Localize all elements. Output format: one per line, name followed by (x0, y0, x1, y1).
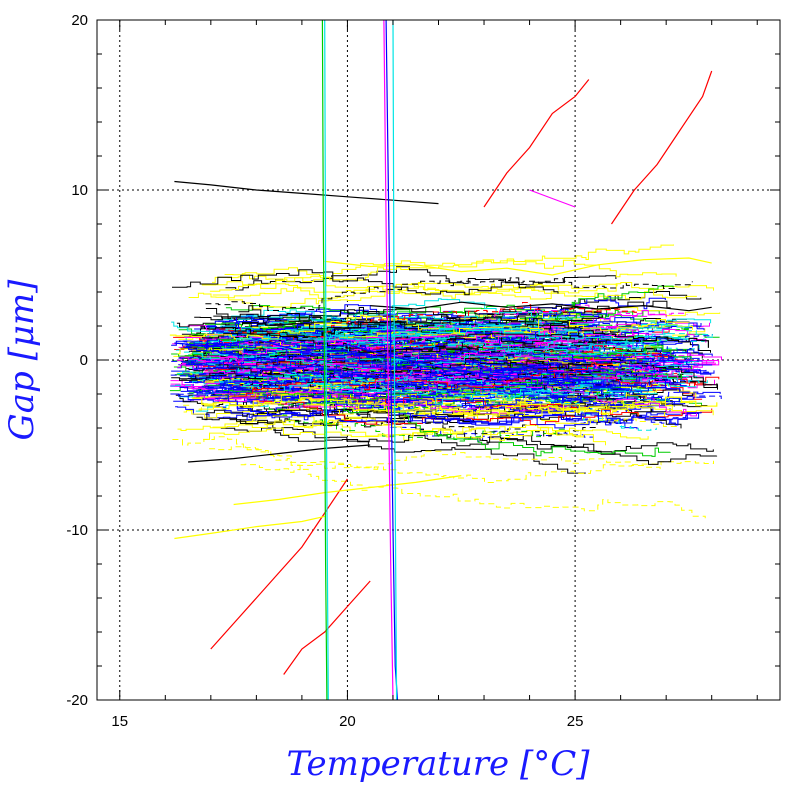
series-line (174, 180, 439, 205)
series-line (206, 330, 634, 362)
series-line (174, 515, 325, 540)
series-line (170, 391, 597, 409)
series-line (207, 327, 709, 353)
series-line (209, 283, 714, 300)
series-line (283, 580, 371, 675)
series-layer (169, 20, 722, 700)
series-line (220, 427, 586, 474)
series-line (385, 20, 399, 700)
tick-labels: 15 20 25 -20 -10 0 10 20 (66, 12, 583, 730)
series-line (185, 362, 631, 394)
series-line (321, 20, 328, 700)
series-line (225, 266, 617, 291)
y-tick-label: 10 (71, 182, 88, 199)
axis-ticks (97, 19, 780, 701)
series-line (175, 364, 559, 395)
series-line (324, 20, 329, 700)
series-line (191, 396, 718, 417)
series-line (172, 436, 714, 470)
series-line (205, 381, 722, 403)
series-line (392, 20, 398, 700)
series-line (219, 329, 609, 357)
series-line (193, 339, 652, 359)
x-axis-title: Temperature [°C] (286, 744, 590, 784)
series-line (169, 315, 691, 340)
series-line (209, 446, 706, 519)
series-line (188, 282, 618, 299)
series-line (215, 392, 627, 409)
series-line (188, 444, 371, 463)
series-line (230, 362, 613, 397)
series-line (233, 475, 462, 506)
series-line (210, 395, 702, 426)
series-line (240, 392, 677, 429)
series-line (212, 258, 677, 283)
y-tick-label: 0 (80, 352, 88, 369)
series-line (229, 419, 714, 455)
series-line (240, 340, 713, 370)
series-line (228, 366, 658, 405)
series-line (239, 406, 628, 437)
series-line (240, 461, 661, 483)
series-line (611, 70, 713, 225)
series-line (529, 189, 576, 208)
series-line (212, 282, 697, 310)
series-line (221, 339, 577, 364)
series-line (209, 302, 638, 343)
series-line (224, 244, 674, 282)
series-line (172, 269, 559, 296)
x-tick-label: 25 (567, 713, 584, 730)
series-line (370, 301, 712, 312)
y-axis-title: Gap [μm] (2, 279, 42, 441)
series-line (223, 370, 633, 401)
series-line (210, 478, 348, 650)
series-line (232, 331, 707, 383)
y-tick-label: -20 (66, 692, 88, 709)
x-tick-label: 15 (111, 713, 128, 730)
series-line (213, 354, 709, 380)
series-line (214, 360, 659, 379)
series-line (205, 277, 693, 311)
series-line (191, 367, 588, 402)
series-line (204, 393, 673, 416)
x-tick-label: 20 (339, 713, 356, 730)
series-line (240, 358, 687, 392)
series-line (222, 381, 699, 426)
series-line (383, 20, 394, 700)
series-line (174, 338, 576, 383)
series-line (239, 344, 665, 377)
series-line (483, 79, 590, 208)
series-line (241, 315, 604, 330)
y-tick-label: 20 (71, 12, 88, 29)
y-tick-label: -10 (66, 522, 88, 539)
series-line (324, 257, 712, 276)
